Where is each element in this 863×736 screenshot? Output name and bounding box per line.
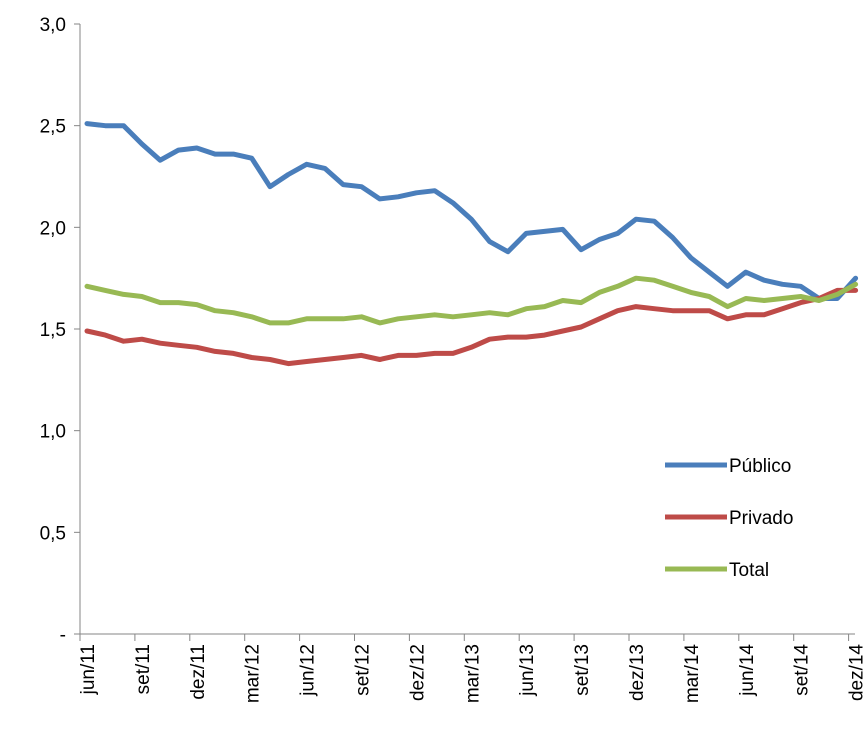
- x-tick-label: mar/14: [682, 644, 703, 704]
- x-tick-label: set/11: [133, 644, 154, 694]
- y-tick-label: 2,5: [40, 117, 66, 138]
- legend-label-2: Total: [729, 560, 769, 581]
- x-tick-label: jun/14: [737, 644, 758, 697]
- y-tick-label: 1,5: [40, 320, 66, 341]
- axes: - 0,5 1,0 1,5 2,0 2,5 3,0 jun/11 set/11 dez/11 mar…: [40, 15, 863, 703]
- x-tick-label: dez/14: [847, 644, 863, 701]
- series-line-1: [84, 287, 859, 367]
- legend-label-0: Público: [729, 456, 791, 477]
- x-tick-label: set/14: [792, 644, 813, 696]
- legend: Público Privado Total: [665, 456, 793, 581]
- x-tick-label: dez/11: [188, 644, 209, 700]
- y-tick-label: 3,0: [40, 15, 66, 36]
- series-line-2: [84, 275, 859, 326]
- y-tick-label: -: [60, 625, 66, 646]
- series-lines: [84, 121, 859, 367]
- series-line-0: [84, 121, 859, 301]
- legend-label-1: Privado: [729, 508, 793, 529]
- x-tick-label: set/12: [353, 644, 374, 696]
- x-tick-label: dez/12: [407, 644, 428, 701]
- y-tick-label: 1,0: [40, 422, 66, 443]
- x-tick-label: jun/13: [517, 644, 538, 697]
- y-tick-label: 2,0: [40, 218, 66, 239]
- y-tick-label: 0,5: [40, 523, 66, 544]
- x-tick-label: jun/12: [298, 644, 319, 697]
- x-tick-label: jun/11: [78, 644, 99, 695]
- x-tick-label: dez/13: [627, 644, 648, 701]
- x-tick-label: mar/13: [462, 644, 483, 703]
- x-tick-label: mar/12: [243, 644, 264, 703]
- x-tick-label: set/13: [572, 644, 593, 696]
